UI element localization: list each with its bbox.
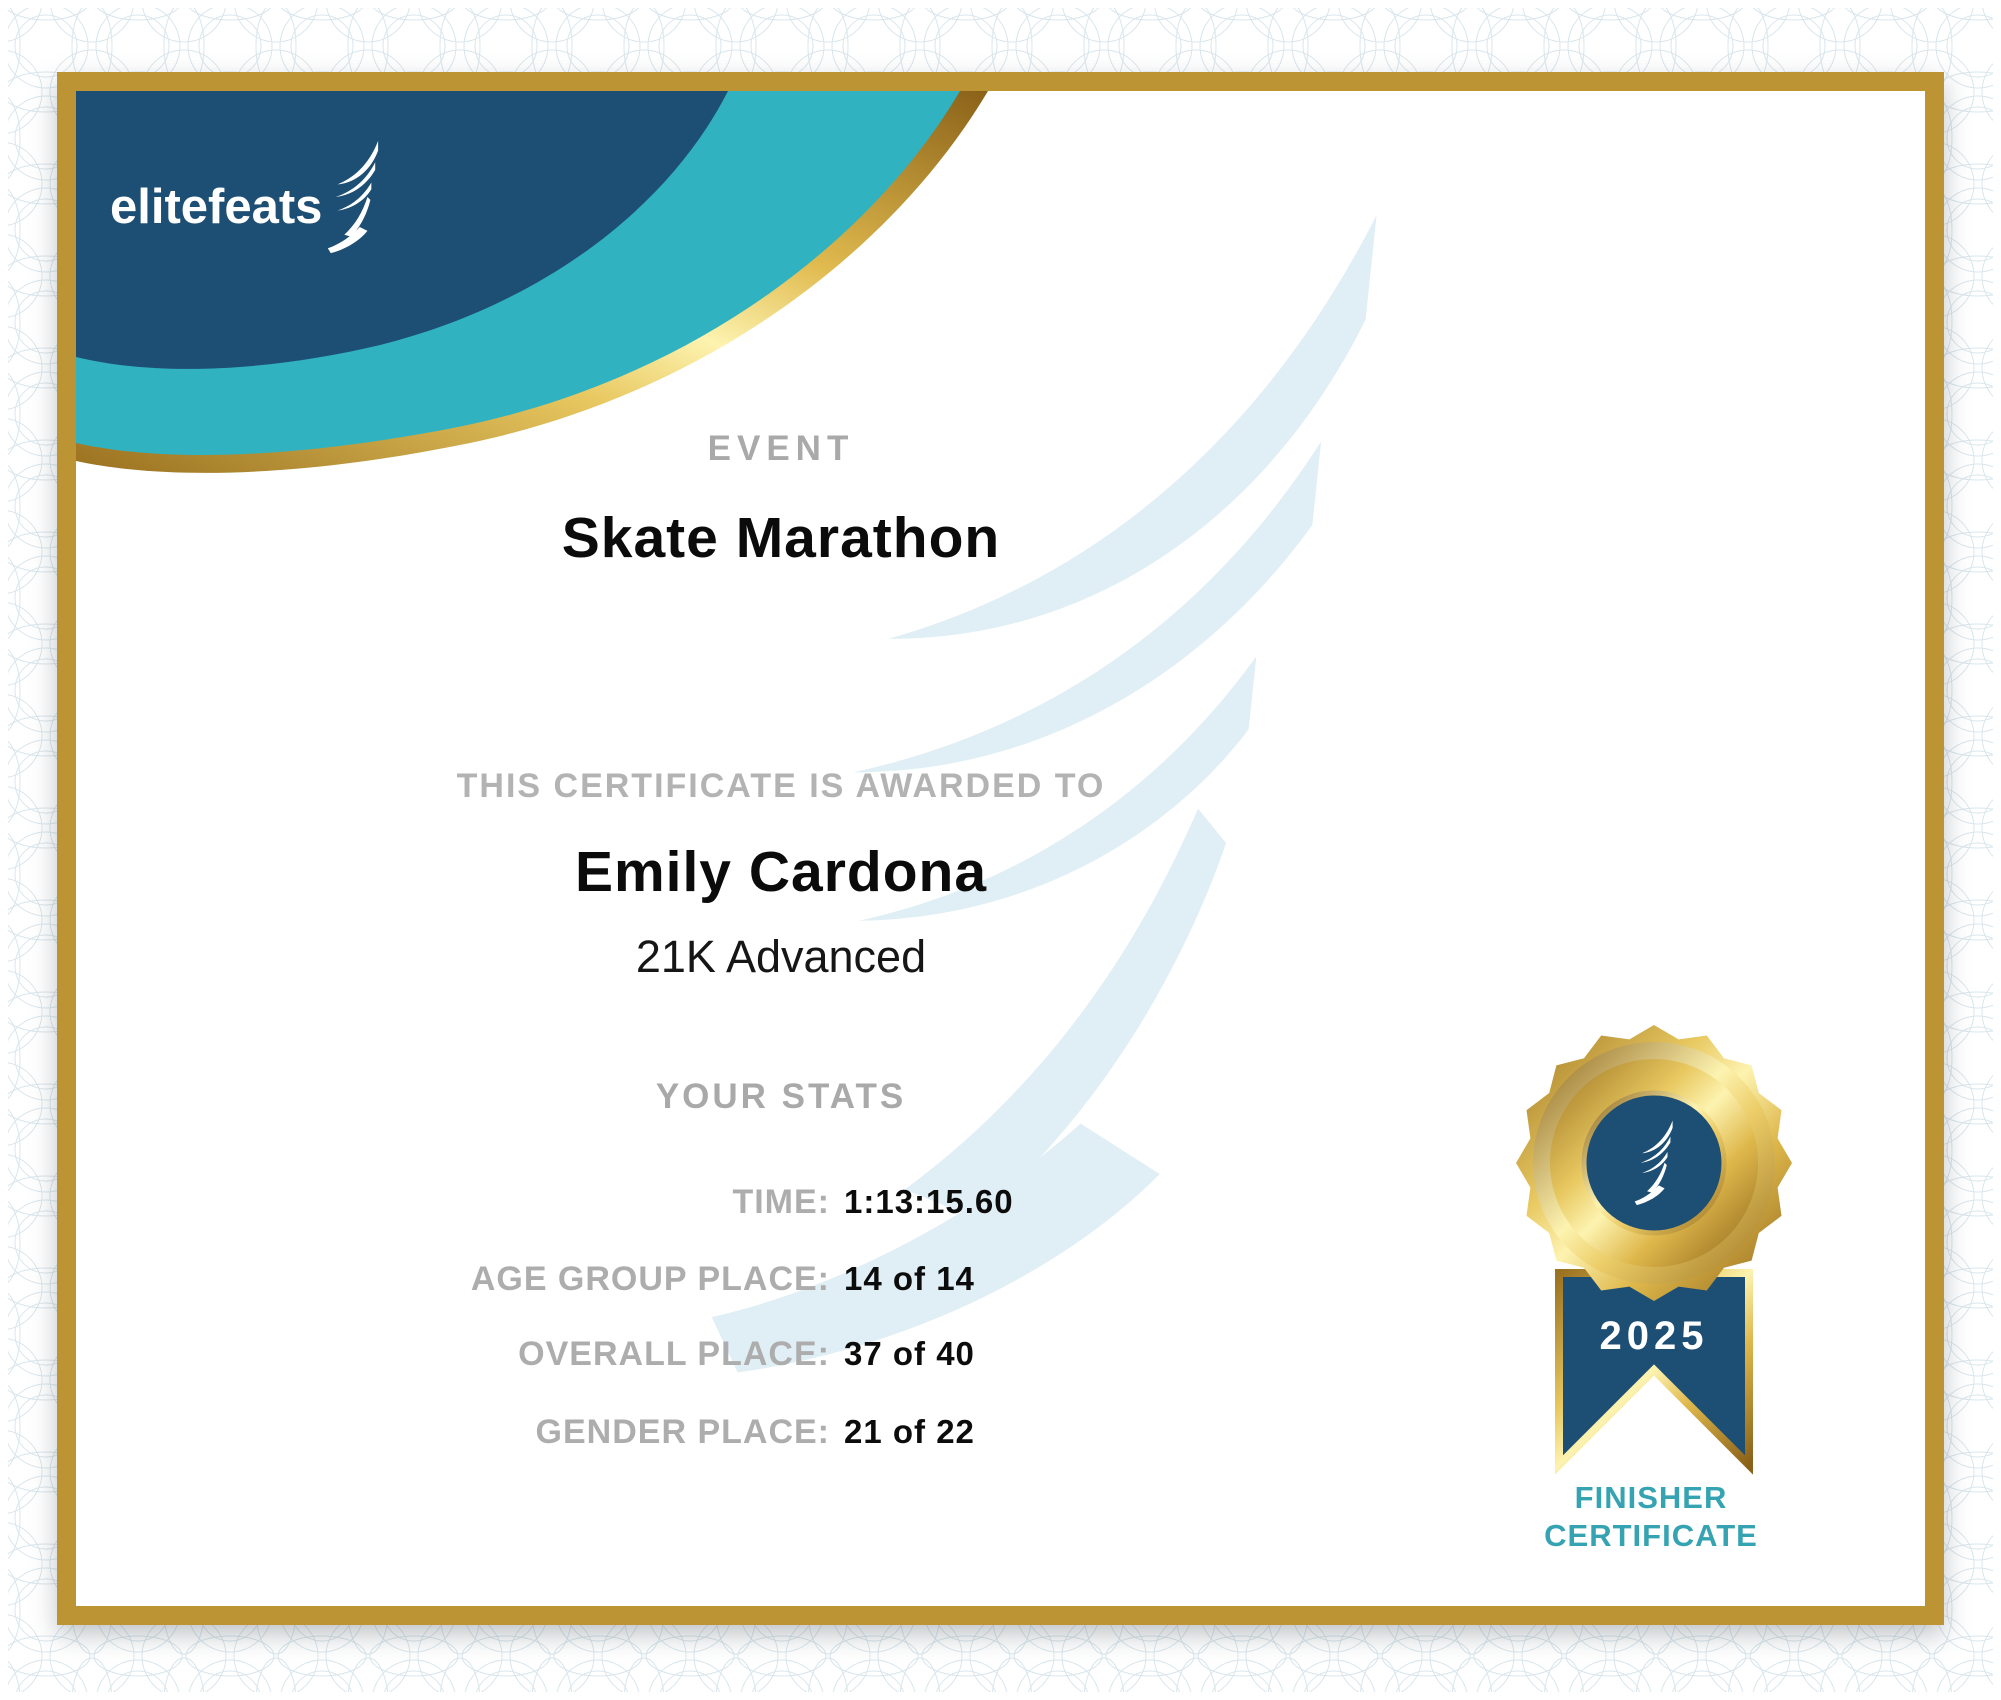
winged-foot-icon: [327, 140, 379, 254]
stat-row-overall-place: OVERALL PLACE: 37 of 40: [76, 1335, 975, 1374]
recipient-name: Emily Cardona: [574, 840, 988, 904]
badge-year: 2025: [1600, 1314, 1709, 1358]
stat-label: GENDER PLACE:: [535, 1413, 830, 1451]
header-swoosh-decoration: [76, 91, 988, 473]
finisher-caption-line1: FINISHER: [1574, 1480, 1728, 1515]
stat-value: 1:13:15.60: [844, 1183, 1014, 1220]
stat-row-time: TIME: 1:13:15.60: [76, 1183, 1014, 1222]
event-name: Skate Marathon: [561, 506, 1001, 570]
stat-value: 37 of 40: [844, 1335, 975, 1372]
awarded-to-label: THIS CERTIFICATE IS AWARDED TO: [456, 767, 1106, 805]
stat-row-age-group-place: AGE GROUP PLACE: 14 of 14: [76, 1260, 975, 1299]
stat-value: 21 of 22: [844, 1413, 975, 1450]
finisher-caption-line2: CERTIFICATE: [1544, 1518, 1758, 1553]
stat-row-gender-place: GENDER PLACE: 21 of 22: [76, 1413, 975, 1452]
certificate-frame: elitefeats EVENT Skate Marathon THIS CER…: [57, 72, 1944, 1625]
stat-label: OVERALL PLACE:: [518, 1335, 830, 1373]
badge-center-disc: [1581, 1090, 1727, 1236]
division-name: 21K Advanced: [635, 931, 927, 982]
your-stats-heading: YOUR STATS: [655, 1077, 907, 1116]
finisher-badge: 2025: [1516, 1025, 1792, 1475]
finisher-certificate-caption: FINISHER CERTIFICATE: [1486, 1479, 1816, 1555]
elitefeats-logo: elitefeats: [110, 183, 322, 232]
stat-label: AGE GROUP PLACE:: [470, 1260, 830, 1298]
stat-value: 14 of 14: [844, 1260, 975, 1297]
elitefeats-logo-text: elitefeats: [110, 180, 323, 234]
event-label: EVENT: [707, 429, 855, 468]
navy-swoosh: [76, 91, 728, 369]
badge-ribbon: [1555, 1269, 1753, 1475]
stat-label: TIME:: [732, 1183, 830, 1221]
